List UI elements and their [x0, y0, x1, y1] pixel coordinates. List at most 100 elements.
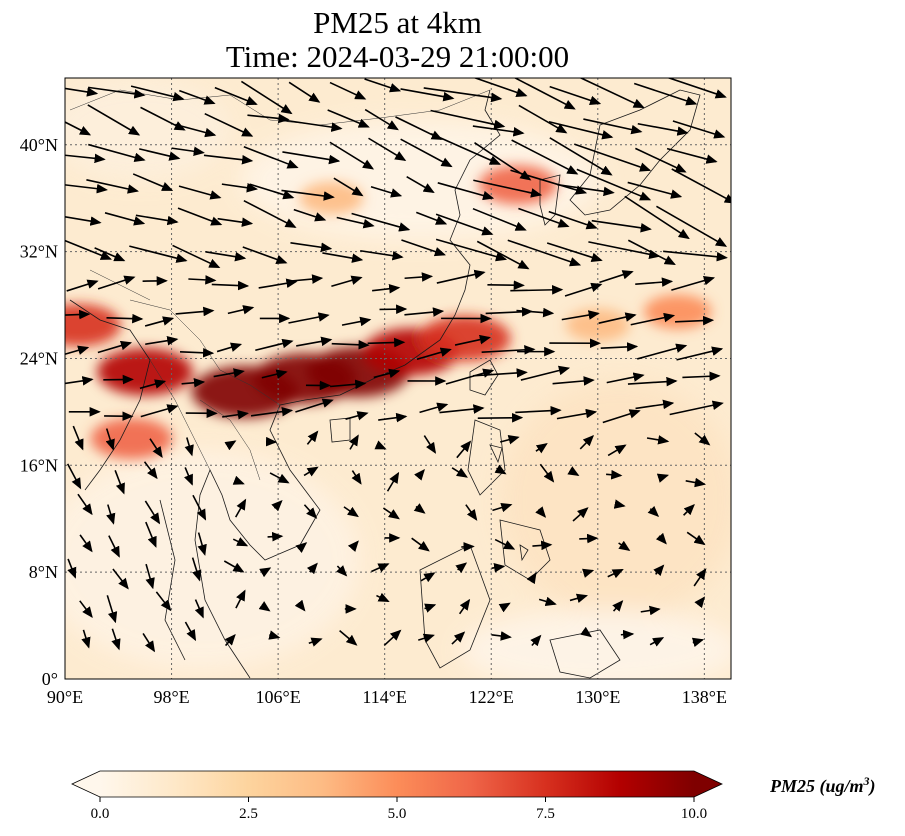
lon-tick-label: 130°E [575, 687, 620, 707]
wind-arrow [191, 557, 202, 582]
wind-arrow [227, 305, 255, 315]
wind-arrow [132, 173, 174, 191]
wind-arrow [140, 404, 179, 418]
lat-tick-label: 8°N [29, 562, 58, 582]
wind-arrow [376, 592, 390, 603]
wind-arrow [250, 406, 294, 417]
wind-arrow [97, 340, 133, 354]
wind-arrow [538, 596, 557, 606]
wind-arrow [458, 598, 471, 615]
wind-arrow [303, 504, 318, 519]
wind-arrow [535, 443, 548, 454]
wind-arrow [145, 335, 179, 346]
wind-arrow [79, 534, 93, 553]
wind-arrow [548, 120, 614, 140]
wind-arrow [184, 621, 197, 642]
wind-arrow [205, 251, 247, 262]
wind-arrow [682, 371, 721, 382]
wind-arrow [224, 440, 237, 451]
wind-arrow [549, 137, 613, 176]
wind-arrow [345, 411, 369, 421]
wind-arrow [204, 112, 254, 137]
wind-arrow [348, 434, 359, 450]
wind-arrow [666, 78, 727, 99]
wind-arrow [518, 104, 568, 134]
wind-arrow [546, 242, 603, 262]
map-timestamp: Time: 2024-03-29 21:00:00 [225, 39, 570, 74]
wind-arrow [415, 211, 448, 225]
wind-arrow [465, 504, 478, 521]
wind-arrow [461, 542, 475, 552]
wind-arrow [139, 379, 167, 390]
wind-arrow [535, 506, 547, 518]
wind-arrow [129, 245, 188, 263]
wind-arrow [214, 86, 258, 106]
wind-arrow [221, 182, 258, 193]
wind-arrow [94, 247, 126, 262]
wind-arrow [511, 139, 579, 175]
wind-arrow [290, 241, 333, 252]
wind-arrow [691, 637, 705, 648]
wind-arrow [627, 376, 678, 387]
wind-arrow [491, 563, 506, 573]
wind-arrow [607, 569, 624, 579]
colorbar-label: PM25 (ug/m3) [770, 774, 876, 796]
wind-arrow [532, 540, 553, 551]
wind-arrow [487, 280, 525, 290]
wind-arrow [77, 493, 93, 516]
map-frame [64, 77, 732, 680]
wind-arrow [106, 313, 144, 324]
wind-arrow [588, 241, 661, 259]
wind-arrow [636, 343, 688, 360]
wind-arrow [411, 537, 430, 552]
wind-arrow [179, 89, 216, 105]
wind-arrow [383, 629, 402, 647]
wind-arrow [567, 466, 580, 476]
map-title: PM25 at 4km [313, 5, 482, 40]
wind-arrow [618, 540, 631, 552]
wind-arrow [303, 466, 319, 477]
wind-arrow [557, 183, 615, 197]
wind-arrow [627, 181, 683, 199]
wind-arrow [382, 507, 400, 520]
wind-arrow [564, 282, 603, 297]
wind-arrow [67, 558, 77, 579]
wind-arrow [234, 498, 247, 518]
wind-arrow [223, 560, 245, 573]
wind-arrow [184, 437, 194, 457]
wind-arrow [143, 461, 158, 480]
wind-arrow [295, 398, 334, 413]
wind-arrow [329, 141, 375, 170]
wind-arrow [430, 133, 502, 165]
wind-arrow [437, 182, 495, 201]
wind-arrow [526, 572, 537, 585]
wind-arrow [194, 599, 204, 619]
lat-tick-label: 40°N [20, 135, 58, 155]
wind-arrow [476, 240, 530, 270]
wind-arrow [267, 531, 284, 542]
wind-arrow [510, 285, 564, 295]
wind-arrow [197, 532, 207, 556]
wind-arrow [145, 563, 155, 590]
wind-arrow [672, 120, 726, 139]
wind-arrow [481, 345, 536, 355]
wind-arrow [635, 277, 674, 287]
wind-arrow [602, 409, 641, 424]
colorbar-tick-label: 7.5 [536, 806, 555, 822]
wind-arrow [322, 252, 364, 263]
wind-arrow [620, 629, 635, 640]
wind-arrow [640, 605, 661, 616]
wind-arrow [97, 275, 136, 290]
wind-arrow [516, 307, 555, 318]
wind-arrow [686, 531, 706, 546]
wind-arrow [108, 535, 120, 558]
wind-arrow [582, 568, 595, 578]
wind-arrow [406, 176, 435, 194]
lon-tick-label: 114°E [362, 687, 407, 707]
pm25-plume-5 [97, 348, 193, 396]
wind-arrow [329, 81, 367, 100]
wind-arrow [188, 275, 217, 285]
wind-arrow [175, 306, 215, 317]
wind-arrow [179, 348, 215, 358]
wind-arrow [327, 109, 370, 128]
